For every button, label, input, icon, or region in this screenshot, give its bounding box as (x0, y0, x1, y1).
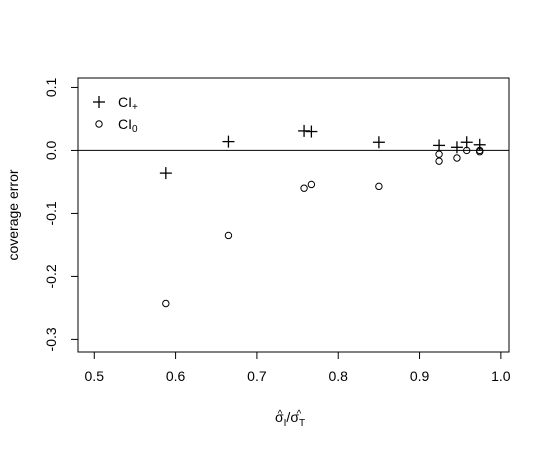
legend-entry: CI+ (93, 94, 138, 113)
legend-label-text: CI (118, 116, 132, 132)
y-axis: -0.3 -0.2 -0.1 0.0 0.1 (43, 78, 78, 351)
legend-plus-marker (93, 96, 105, 108)
legend: CI+CI0 (93, 94, 138, 135)
x-tick-label: 0.5 (85, 368, 105, 384)
legend-label-subscript: + (132, 102, 138, 113)
ci-zero-point (162, 299, 170, 308)
ci-zero-point (476, 147, 484, 156)
ci-plus-point (450, 141, 463, 154)
ci-zero-point (375, 182, 383, 191)
ci-plus-point (372, 136, 385, 149)
ci-zero-point (463, 146, 471, 155)
legend-label-text: CI (118, 94, 132, 110)
x-label-num-symbol: σ (275, 409, 284, 425)
x-label-hat-den: ^ (297, 409, 302, 420)
ci-plus-point (433, 139, 446, 152)
x-tick-label: 1.0 (491, 368, 511, 384)
ci-zero-point (307, 180, 316, 189)
legend-entry: CI0 (95, 116, 138, 135)
ci-plus-point (159, 167, 172, 180)
plot-frame (77, 77, 510, 353)
ci-plus-point (460, 136, 473, 149)
ci-zero-point (300, 184, 308, 192)
legend-label: CI0 (118, 116, 138, 135)
ci-plus-point (222, 135, 235, 148)
x-label-numerator: σI/σT (275, 409, 305, 429)
y-tick-label: 0.1 (43, 78, 59, 98)
x-label-num-subscript: I (284, 418, 287, 429)
ci-zero-point (224, 231, 233, 240)
x-label-den-subscript: T (299, 418, 305, 429)
x-axis: 0.5 0.6 0.7 0.8 0.9 1.0 (85, 352, 511, 384)
x-label-den-symbol: σ (290, 409, 299, 425)
x-tick-label: 0.7 (247, 368, 267, 384)
legend-label: CI+ (118, 94, 138, 113)
ci-plus-point (305, 125, 318, 138)
y-tick-label: -0.2 (43, 264, 59, 288)
ci-zero-point (453, 154, 461, 162)
ci-zero-point (435, 157, 443, 165)
x-tick-label: 0.6 (166, 368, 186, 384)
data-marks (159, 124, 486, 308)
x-label-separator: / (286, 409, 290, 425)
x-tick-label: 0.8 (328, 368, 348, 384)
x-label-hat-num: ^ (278, 409, 283, 420)
y-axis-label: coverage error (5, 169, 21, 260)
ci-zero-point (435, 150, 443, 158)
x-tick-label: 0.9 (410, 368, 430, 384)
y-tick-label: -0.1 (43, 201, 59, 225)
x-axis-label: ^ ^ σI/σT (275, 409, 305, 429)
y-tick-label: 0.0 (43, 140, 59, 160)
legend-circle-marker (95, 120, 103, 128)
y-tick-label: -0.3 (43, 327, 59, 351)
legend-label-subscript: 0 (132, 124, 138, 135)
